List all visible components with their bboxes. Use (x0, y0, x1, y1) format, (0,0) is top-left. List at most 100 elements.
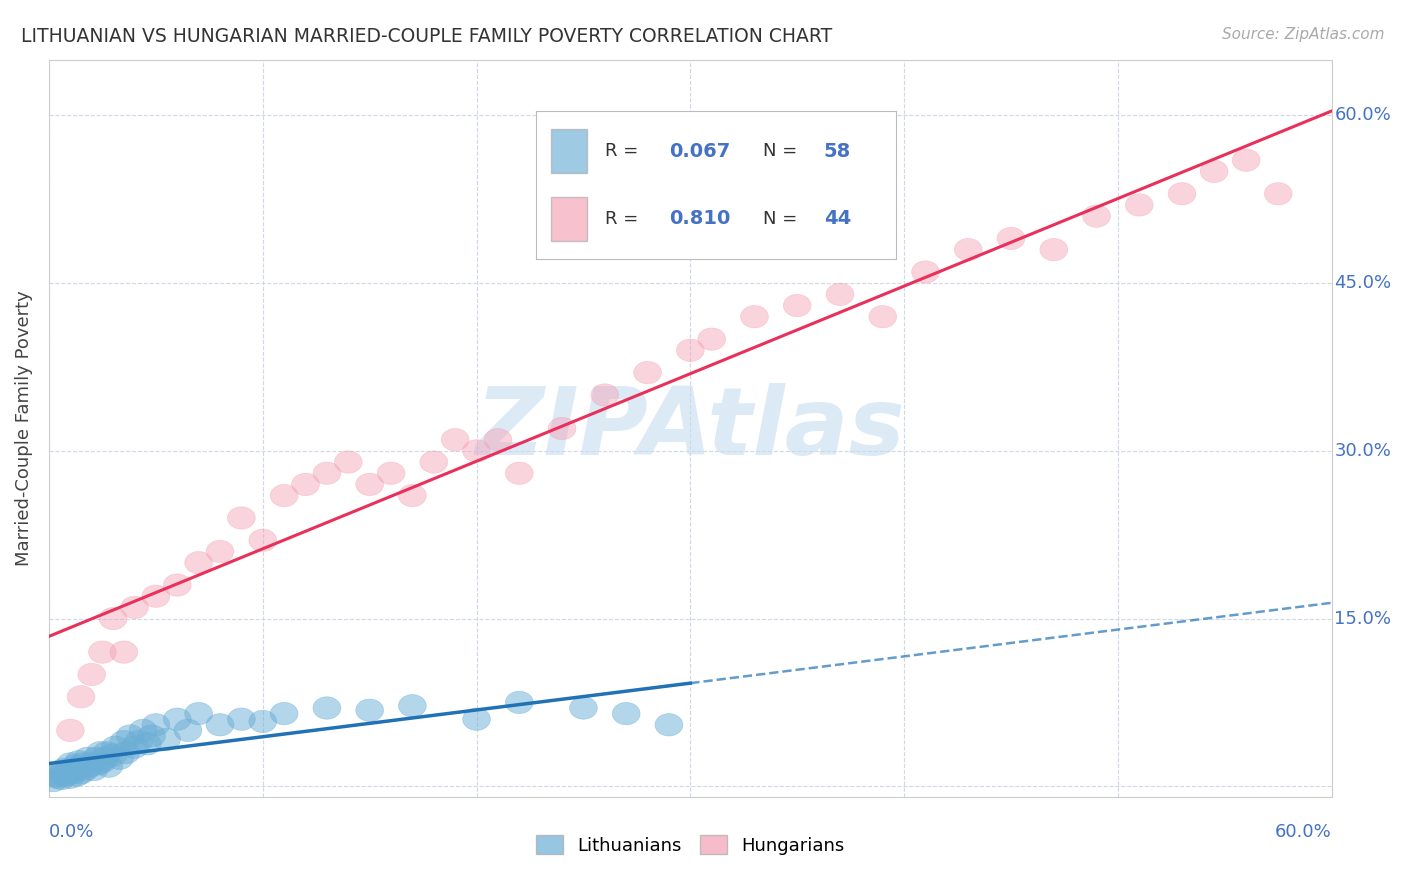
Ellipse shape (314, 462, 340, 484)
Ellipse shape (56, 753, 84, 775)
Ellipse shape (110, 731, 138, 753)
Ellipse shape (1083, 205, 1111, 227)
Ellipse shape (63, 764, 90, 786)
Ellipse shape (207, 541, 233, 563)
Ellipse shape (270, 484, 298, 507)
Text: 30.0%: 30.0% (1334, 442, 1391, 460)
Ellipse shape (356, 699, 384, 722)
Ellipse shape (65, 756, 93, 779)
Ellipse shape (291, 474, 319, 496)
Ellipse shape (741, 306, 768, 328)
Ellipse shape (505, 462, 533, 484)
Legend: Lithuanians, Hungarians: Lithuanians, Hungarians (536, 836, 845, 855)
Ellipse shape (105, 747, 134, 770)
Ellipse shape (869, 306, 897, 328)
Ellipse shape (484, 428, 512, 450)
Ellipse shape (591, 384, 619, 406)
Ellipse shape (142, 714, 170, 736)
Ellipse shape (46, 762, 73, 784)
Text: 60.0%: 60.0% (1275, 823, 1331, 841)
Ellipse shape (121, 596, 149, 618)
Ellipse shape (997, 227, 1025, 250)
Ellipse shape (1201, 161, 1227, 183)
Ellipse shape (89, 641, 117, 664)
Ellipse shape (441, 428, 470, 450)
Ellipse shape (96, 755, 122, 777)
Ellipse shape (634, 361, 661, 384)
Ellipse shape (72, 758, 100, 780)
Y-axis label: Married-Couple Family Poverty: Married-Couple Family Poverty (15, 291, 32, 566)
Text: 60.0%: 60.0% (1334, 106, 1391, 125)
Ellipse shape (65, 750, 93, 772)
Text: 45.0%: 45.0% (1334, 274, 1392, 293)
Ellipse shape (60, 758, 89, 780)
Ellipse shape (51, 758, 77, 780)
Ellipse shape (356, 474, 384, 496)
Ellipse shape (142, 585, 170, 607)
Ellipse shape (420, 450, 447, 474)
Ellipse shape (655, 714, 683, 736)
Ellipse shape (101, 736, 129, 758)
Ellipse shape (69, 753, 97, 775)
Ellipse shape (335, 450, 363, 474)
Ellipse shape (90, 747, 118, 770)
Text: Source: ZipAtlas.com: Source: ZipAtlas.com (1222, 27, 1385, 42)
Ellipse shape (249, 710, 277, 732)
Ellipse shape (39, 770, 67, 792)
Ellipse shape (676, 339, 704, 361)
Ellipse shape (56, 766, 84, 789)
Ellipse shape (117, 725, 143, 747)
Ellipse shape (398, 484, 426, 507)
Ellipse shape (314, 697, 340, 719)
Ellipse shape (174, 719, 202, 741)
Ellipse shape (163, 574, 191, 596)
Ellipse shape (249, 529, 277, 551)
Ellipse shape (377, 462, 405, 484)
Ellipse shape (911, 260, 939, 283)
Ellipse shape (827, 283, 853, 306)
Ellipse shape (59, 762, 86, 784)
Ellipse shape (228, 507, 256, 529)
Ellipse shape (82, 747, 110, 770)
Ellipse shape (505, 691, 533, 714)
Ellipse shape (100, 607, 127, 630)
Ellipse shape (48, 767, 76, 789)
Ellipse shape (121, 736, 149, 758)
Ellipse shape (76, 755, 104, 777)
Ellipse shape (55, 761, 82, 783)
Ellipse shape (89, 750, 117, 772)
Ellipse shape (463, 440, 491, 462)
Ellipse shape (612, 702, 640, 725)
Ellipse shape (77, 753, 105, 775)
Ellipse shape (270, 702, 298, 725)
Ellipse shape (1264, 183, 1292, 205)
Ellipse shape (955, 238, 983, 260)
Ellipse shape (548, 417, 576, 440)
Ellipse shape (100, 744, 127, 766)
Ellipse shape (56, 719, 84, 741)
Ellipse shape (184, 551, 212, 574)
Ellipse shape (184, 702, 212, 725)
Ellipse shape (73, 747, 101, 770)
Ellipse shape (44, 766, 72, 789)
Ellipse shape (129, 719, 157, 741)
Ellipse shape (42, 764, 69, 786)
Ellipse shape (228, 708, 256, 731)
Ellipse shape (60, 755, 89, 777)
Ellipse shape (125, 731, 153, 753)
Ellipse shape (398, 695, 426, 717)
Text: 15.0%: 15.0% (1334, 609, 1392, 628)
Ellipse shape (1232, 149, 1260, 171)
Ellipse shape (134, 732, 162, 755)
Ellipse shape (463, 708, 491, 731)
Ellipse shape (569, 697, 598, 719)
Ellipse shape (163, 708, 191, 731)
Text: ZIPAtlas: ZIPAtlas (475, 383, 905, 475)
Ellipse shape (207, 714, 233, 736)
Ellipse shape (67, 762, 96, 784)
Ellipse shape (93, 741, 121, 764)
Ellipse shape (80, 758, 108, 780)
Ellipse shape (86, 741, 114, 764)
Ellipse shape (52, 764, 80, 786)
Ellipse shape (1125, 194, 1153, 216)
